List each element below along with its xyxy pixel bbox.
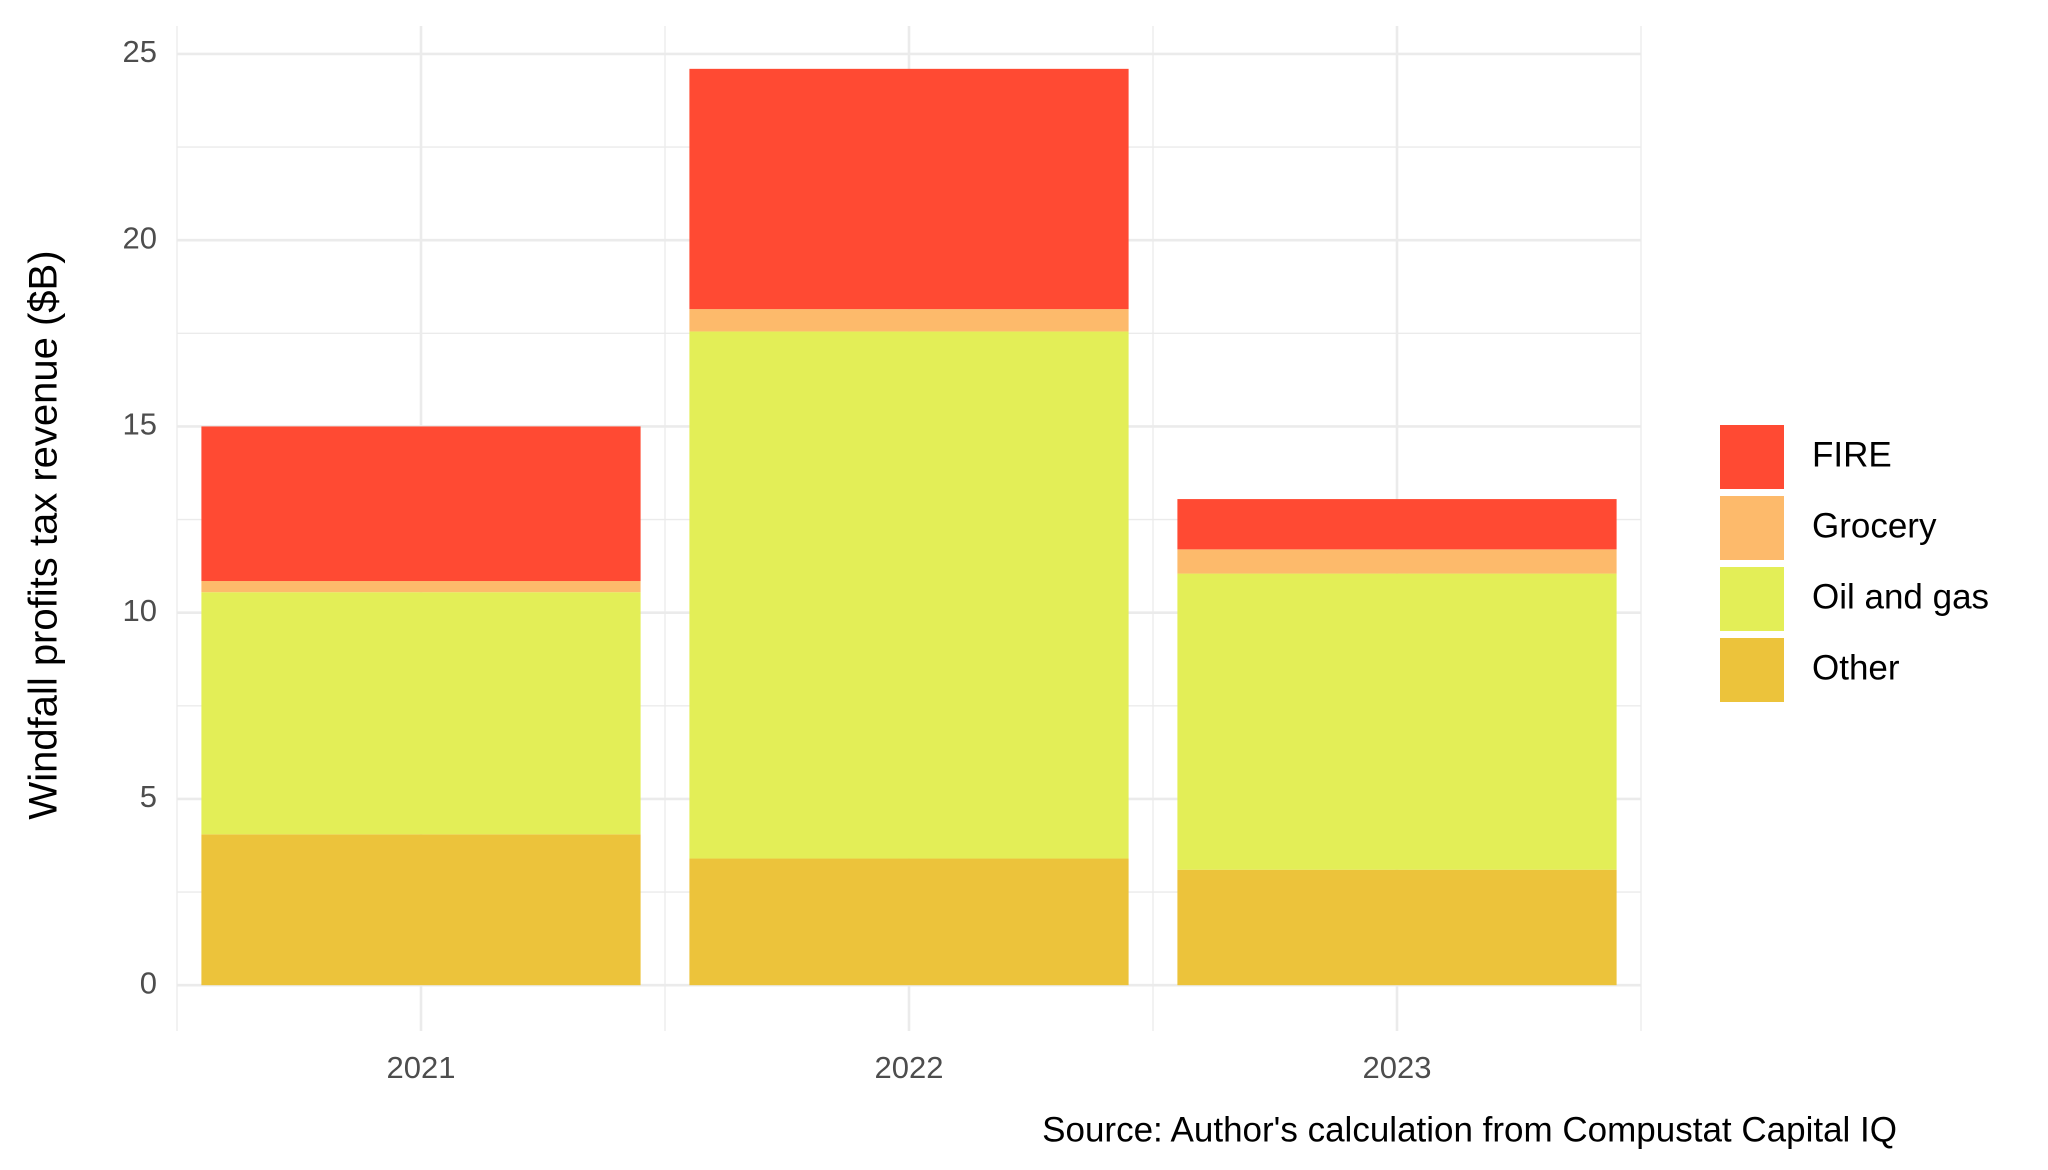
y-tick-label: 15 (123, 407, 157, 442)
legend-key (1720, 425, 1784, 489)
y-tick-label: 10 (123, 593, 157, 628)
legend-key (1720, 496, 1784, 560)
bar-segment (201, 426, 641, 582)
legend-label: Grocery (1812, 506, 1937, 545)
legend-key (1720, 567, 1784, 631)
bar-segment (689, 331, 1129, 859)
bar-segment (1177, 549, 1617, 574)
bar-segment (201, 834, 641, 986)
y-tick-label: 20 (123, 220, 157, 255)
legend-label: Other (1812, 648, 1900, 687)
bar-segment (1177, 573, 1617, 870)
bar-segment (201, 592, 641, 835)
y-tick-label: 5 (140, 779, 157, 814)
bar-segment (1177, 869, 1617, 986)
caption: Source: Author's calculation from Compus… (1042, 1110, 1897, 1149)
bar-segment (1177, 499, 1617, 550)
legend-label: Oil and gas (1812, 577, 1989, 616)
y-axis-label: Windfall profits tax revenue ($B) (22, 250, 66, 819)
legend-label: FIRE (1812, 435, 1892, 474)
legend-key (1720, 638, 1784, 702)
y-tick-label: 25 (123, 34, 157, 69)
bar-segment (689, 858, 1129, 986)
bar-segment (689, 68, 1129, 310)
x-tick-label: 2022 (875, 1050, 944, 1085)
x-tick-label: 2021 (387, 1050, 456, 1085)
bar-segment (201, 581, 641, 593)
bar-segment (689, 309, 1129, 332)
x-tick-label: 2023 (1363, 1050, 1432, 1085)
y-tick-label: 0 (140, 965, 157, 1000)
